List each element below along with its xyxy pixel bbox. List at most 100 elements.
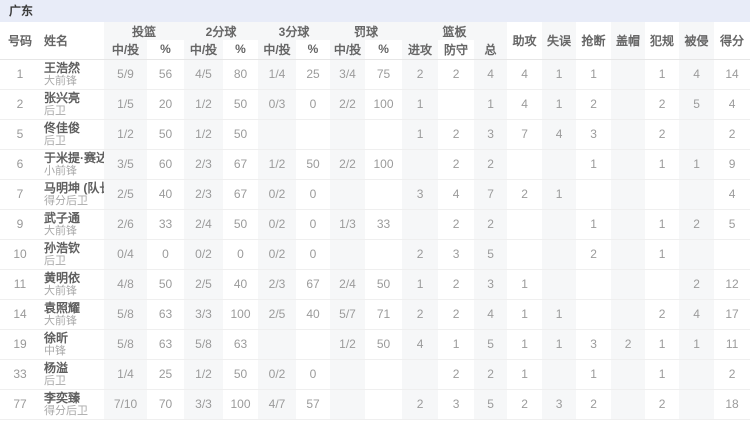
player-name-cell: 袁照耀 大前锋	[40, 299, 104, 330]
stat-cell: 4	[542, 119, 577, 150]
stat-cell: 4	[714, 179, 750, 210]
player-position: 大前锋	[44, 314, 77, 327]
stat-cell: 71	[365, 299, 403, 330]
player-number: 5	[0, 119, 40, 150]
col-header-2p-made-att: 中/投	[189, 42, 218, 57]
stat-cell: 2	[714, 119, 750, 150]
stat-cell	[645, 269, 680, 300]
stat-cell: 5/7	[330, 299, 366, 330]
stat-cell: 100	[365, 89, 403, 120]
stat-cell: 11	[714, 329, 750, 360]
col-group-field-goals: 投篮	[132, 24, 157, 39]
col-header-fg-made-att: 中/投	[111, 42, 140, 57]
stat-cell: 1	[645, 359, 680, 390]
stat-cell: 7	[474, 179, 508, 210]
stat-cell	[438, 89, 475, 120]
stat-cell: 4	[679, 59, 715, 90]
stat-cell	[611, 209, 646, 240]
stat-cell: 2	[576, 389, 612, 420]
player-name: 于米提·赛达克	[44, 150, 104, 165]
stat-cell	[679, 359, 715, 390]
stat-cell: 80	[223, 59, 259, 90]
stat-cell: 4/5	[184, 59, 224, 90]
stat-cell: 50	[296, 149, 331, 180]
stat-cell: 2	[576, 89, 612, 120]
stat-cell: 2/5	[104, 179, 147, 210]
player-position: 中锋	[44, 344, 66, 357]
stat-cell: 63	[223, 329, 259, 360]
stat-cell: 2/4	[330, 269, 366, 300]
stat-cell: 4	[714, 89, 750, 120]
stat-cell: 4	[474, 299, 508, 330]
stat-cell: 2	[507, 179, 543, 210]
stat-cell	[330, 119, 366, 150]
stat-cell: 1	[542, 179, 577, 210]
stat-cell: 2/3	[258, 269, 297, 300]
player-position: 后卫	[44, 374, 66, 387]
stat-cell: 2	[402, 389, 439, 420]
player-number: 33	[0, 359, 40, 390]
col-group-free-throws: 罚球	[354, 24, 379, 39]
stat-cell: 2	[474, 209, 508, 240]
player-number: 19	[0, 329, 40, 360]
col-header-3p-made-att: 中/投	[263, 42, 291, 57]
stat-cell: 3	[576, 329, 612, 360]
stat-cell: 33	[147, 209, 185, 240]
stat-cell: 1/2	[104, 119, 147, 150]
stat-cell	[330, 389, 366, 420]
player-position: 后卫	[44, 104, 66, 117]
stat-cell: 1	[542, 59, 577, 90]
stat-cell: 3	[402, 179, 439, 210]
player-position: 大前锋	[44, 224, 77, 237]
stat-cell: 50	[147, 119, 185, 150]
stat-cell	[365, 359, 403, 390]
player-name-cell: 武子通 大前锋	[40, 209, 104, 240]
player-position: 大前锋	[44, 284, 77, 297]
stat-cell: 70	[147, 389, 185, 420]
table-row: 11 黄明依 大前锋 4/8 50 2/5 40 2/3 67 2/4 50 1 2 3 1 2 12	[0, 269, 750, 300]
stat-cell: 5/8	[104, 329, 147, 360]
stat-cell	[611, 89, 646, 120]
col-header-ft-made-att: 中/投	[333, 42, 362, 57]
stat-cell	[611, 59, 646, 90]
player-number: 14	[0, 299, 40, 330]
stat-cell: 1	[402, 89, 439, 120]
stat-cell: 1	[507, 329, 543, 360]
stat-cell	[611, 239, 646, 270]
stat-cell: 50	[223, 89, 259, 120]
col-header-fg-pct: %	[160, 42, 171, 57]
stat-cell	[402, 209, 439, 240]
player-name-cell: 张兴亮 后卫	[40, 89, 104, 120]
stat-cell: 3/5	[104, 149, 147, 180]
table-row: 5 佟佳俊 后卫 1/2 50 1/2 50 1 2 3 7 4 3 2 2	[0, 119, 750, 150]
player-name: 徐昕	[44, 330, 69, 345]
player-name-cell: 王浩然 大前锋	[40, 59, 104, 90]
stat-cell: 33	[365, 209, 403, 240]
stat-cell: 2	[438, 59, 475, 90]
stat-cell: 3	[438, 389, 475, 420]
player-name: 孙浩钦	[44, 240, 81, 255]
stat-cell: 2/5	[184, 269, 224, 300]
stat-cell: 4	[438, 179, 475, 210]
stat-cell: 4/8	[104, 269, 147, 300]
stat-cell: 2	[611, 329, 646, 360]
player-name: 王浩然	[44, 60, 81, 75]
stat-cell: 2	[438, 269, 475, 300]
stat-cell: 100	[365, 149, 403, 180]
stat-cell: 2	[645, 299, 680, 330]
player-number: 1	[0, 59, 40, 90]
player-position: 小前锋	[44, 164, 77, 177]
stat-cell: 40	[223, 269, 259, 300]
player-number: 77	[0, 389, 40, 420]
stat-cell: 0/2	[258, 239, 297, 270]
table-row: 10 孙浩钦 后卫 0/4 0 0/2 0 0/2 0 2 3 5 2 1	[0, 239, 750, 270]
player-name-cell: 于米提·赛达克小前锋	[40, 149, 104, 180]
stat-cell: 2	[576, 239, 612, 270]
stat-cell: 1	[576, 59, 612, 90]
stat-cell	[679, 119, 715, 150]
stat-cell: 20	[147, 89, 185, 120]
stat-cell: 1	[438, 329, 475, 360]
stat-cell: 56	[147, 59, 185, 90]
stat-cell: 2	[438, 149, 475, 180]
